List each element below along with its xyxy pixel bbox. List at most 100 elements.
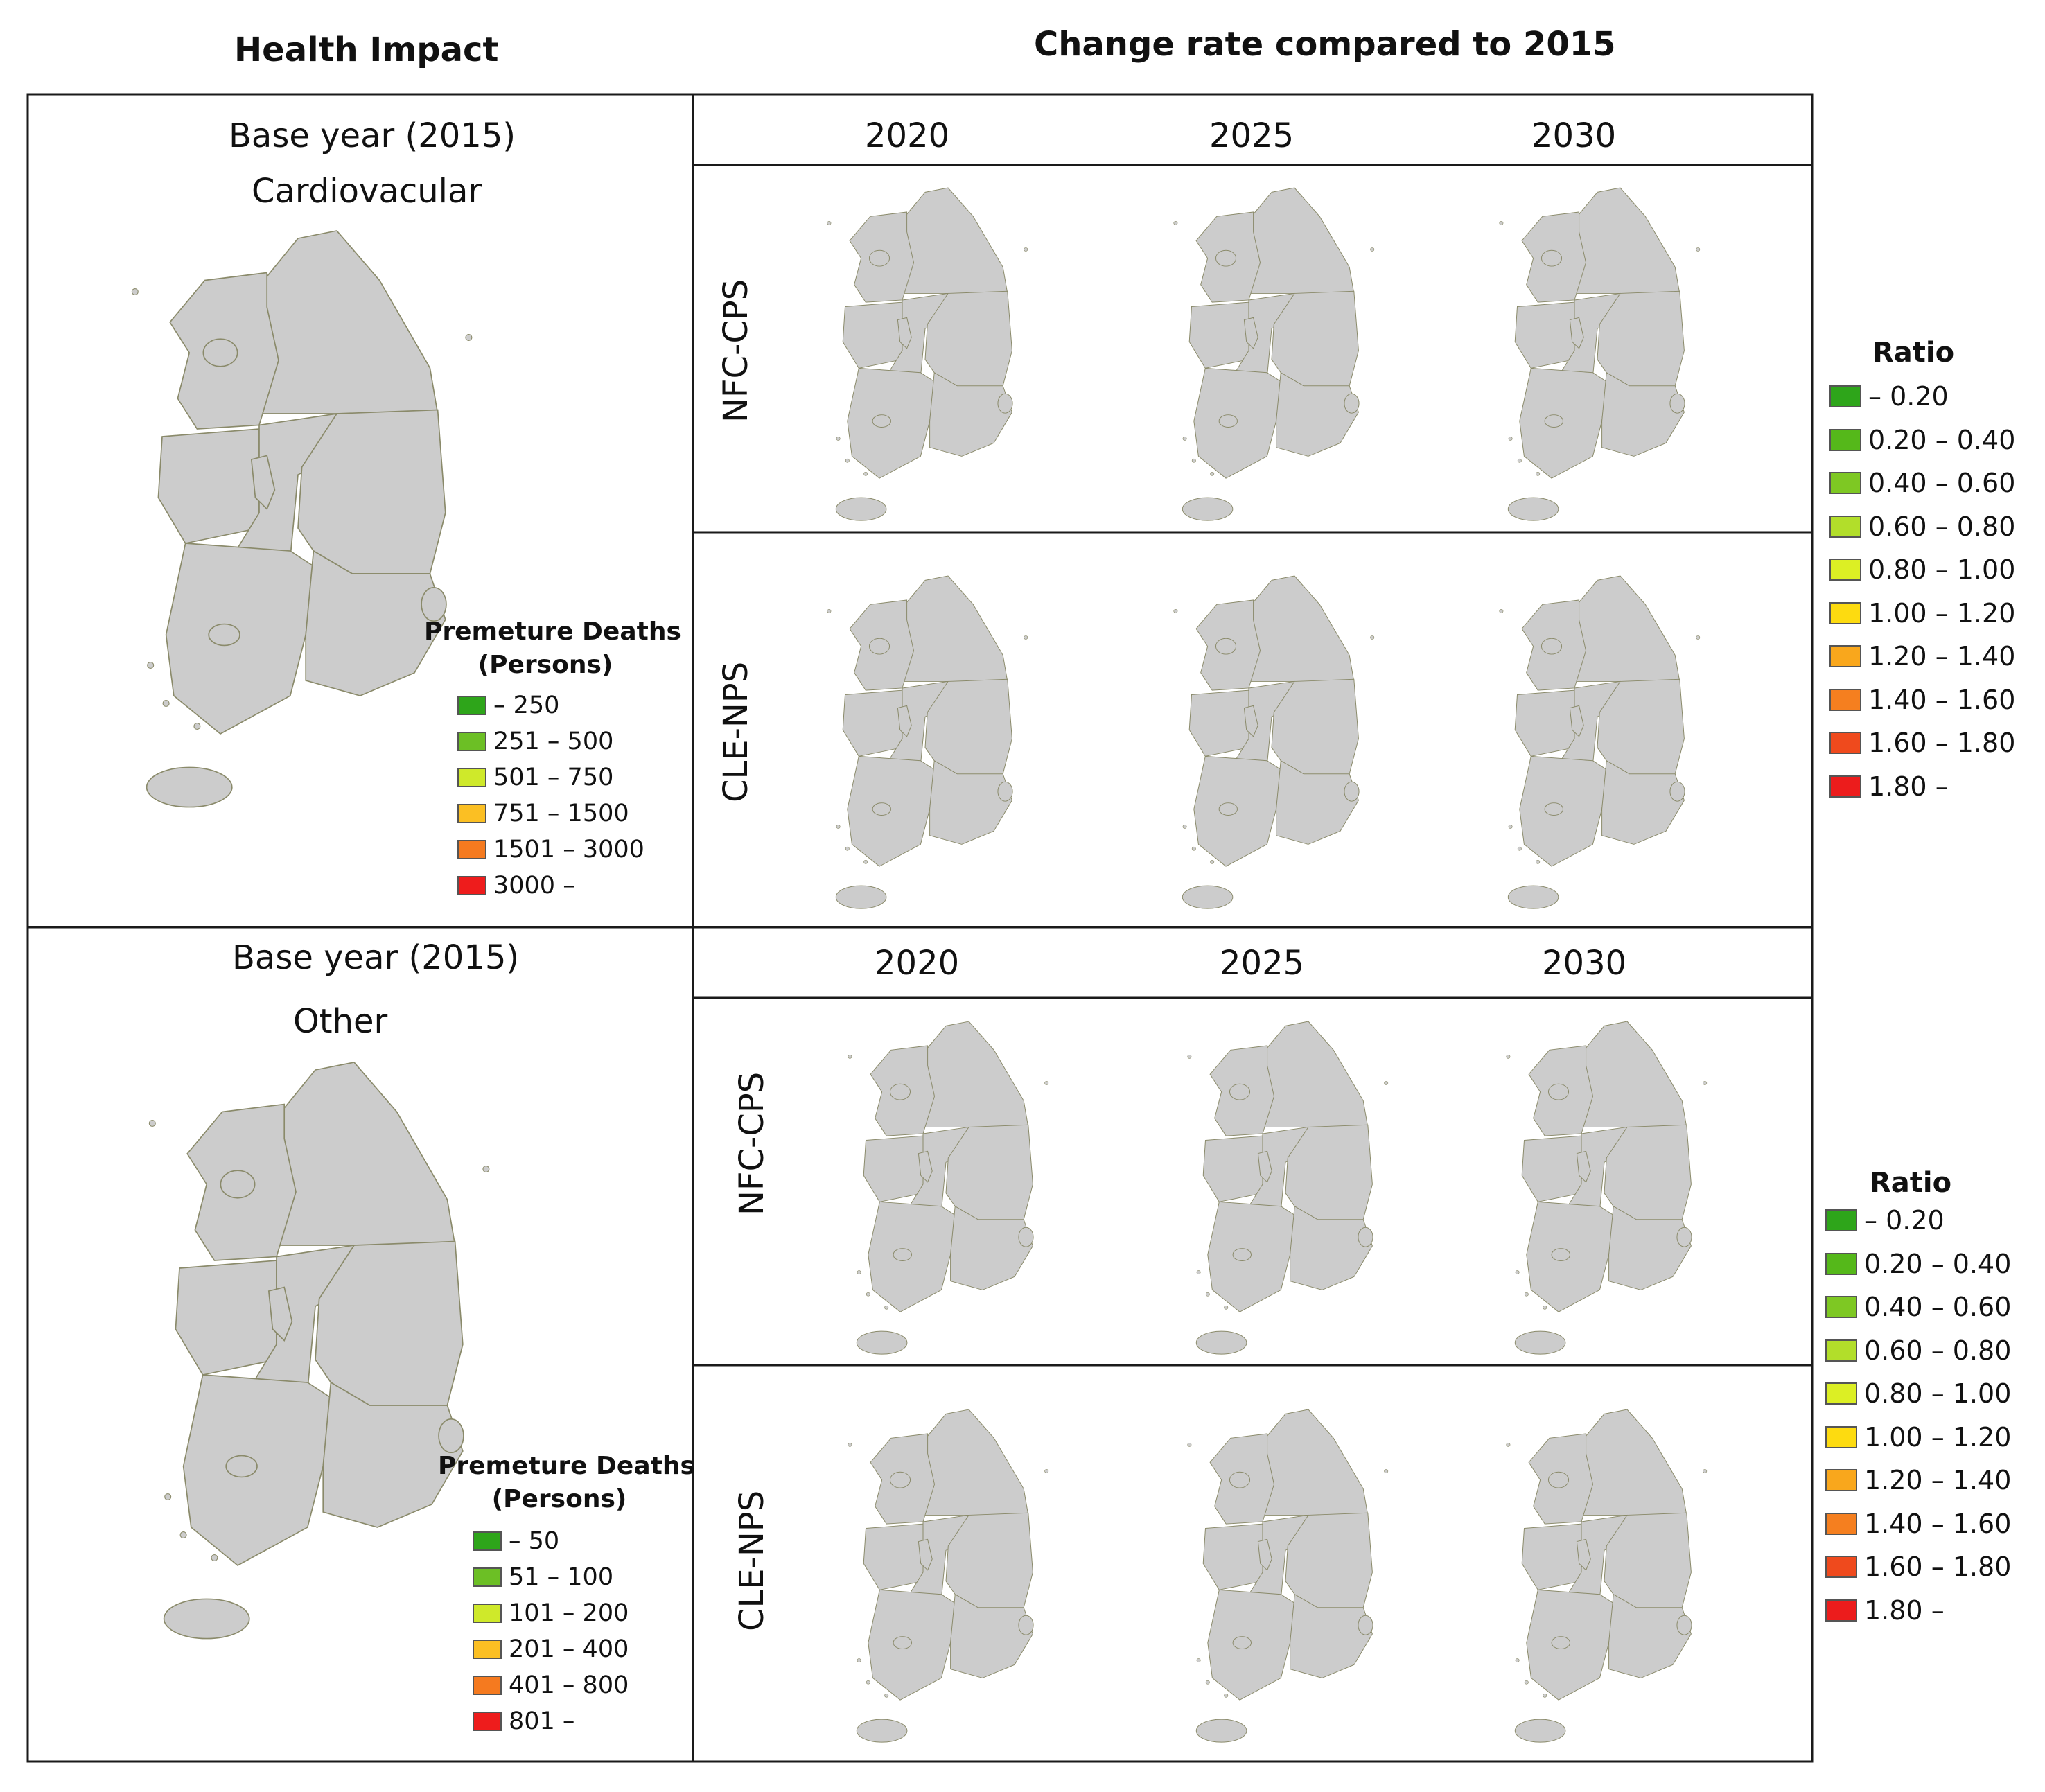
region-ulsan [1676, 1615, 1692, 1635]
top-legend: – 250 251 – 500 501 – 750 751 – 1500 1501 – … [457, 687, 644, 904]
region-city [1576, 1150, 1591, 1183]
small-island [1196, 1658, 1201, 1662]
ratio-legend-bottom-item: 1.40 – 1.60 [1825, 1502, 2011, 1546]
ratio-legend-top-item: 0.20 – 0.40 [1829, 419, 2015, 462]
legend-swatch [1825, 1382, 1857, 1405]
small-island [827, 608, 832, 613]
legend-label: 251 – 500 [493, 728, 614, 755]
top-legend-title-line1: Premeture Deaths [424, 617, 681, 646]
region-ulsan [1669, 393, 1685, 414]
small-island [465, 334, 473, 341]
top-legend-item: 1501 – 3000 [457, 832, 644, 868]
region-city [1257, 1538, 1272, 1571]
region-west [863, 1523, 924, 1590]
legend-swatch [473, 1531, 502, 1551]
small-island [1506, 1442, 1511, 1447]
region-jeju [1195, 1719, 1247, 1743]
small-island [211, 1554, 218, 1561]
legend-label: – 250 [493, 692, 560, 719]
legend-label: 1.00 – 1.20 [1868, 597, 2016, 629]
region-sw [1519, 367, 1607, 479]
region-se [1290, 1205, 1373, 1290]
small-island [836, 825, 841, 829]
region-ulsan [1358, 1615, 1373, 1635]
ratio-legend-bottom-item: 1.20 – 1.40 [1825, 1459, 2011, 1502]
region-se [1608, 1593, 1692, 1678]
legend-label: 51 – 100 [509, 1563, 614, 1591]
region-north [1243, 187, 1355, 294]
region-sw [1207, 1589, 1295, 1701]
region-sw [1193, 367, 1281, 479]
region-ulsan [1358, 1227, 1373, 1247]
legend-label: 501 – 750 [493, 764, 614, 791]
korea-map-svg [1173, 187, 1375, 521]
legend-label: 0.40 – 0.60 [1864, 1292, 2012, 1323]
legend-swatch [473, 1567, 502, 1587]
legend-swatch [1825, 1512, 1857, 1535]
region-jeju [1507, 497, 1559, 521]
bottom-year-2030: 2030 [1542, 944, 1627, 983]
region-gwangju [872, 802, 891, 816]
region-jeju [835, 497, 887, 521]
small-island [1508, 437, 1513, 441]
region-north [1569, 575, 1680, 682]
korea-map-svg [1499, 575, 1701, 909]
small-island [827, 220, 832, 225]
top-legend-item: – 250 [457, 687, 644, 723]
map-bottom-nfc-2030 [1490, 1008, 1719, 1360]
region-gwangju [893, 1248, 912, 1261]
ratio-legend-bottom-item: 0.20 – 0.40 [1825, 1242, 2011, 1286]
bottom-row-label-cle-nps: CLE-NPS [732, 1490, 771, 1631]
region-west [1521, 1135, 1582, 1202]
region-jeju [835, 885, 887, 909]
region-west [175, 1260, 277, 1376]
small-island [1224, 1693, 1229, 1698]
small-island [863, 471, 868, 476]
legend-label: 751 – 1500 [493, 800, 629, 827]
region-se [305, 550, 446, 696]
map-top-cle-2020 [811, 563, 1039, 915]
legend-label: 1.20 – 1.40 [1868, 641, 2016, 672]
small-island [1024, 635, 1028, 640]
small-island [1524, 1292, 1529, 1297]
legend-label: 3000 – [493, 872, 575, 899]
ratio-legend-bottom-item: 0.80 – 1.00 [1825, 1372, 2011, 1416]
small-island [1173, 220, 1178, 225]
ratio-legend-top-item: 1.00 – 1.20 [1829, 592, 2015, 635]
small-island [863, 859, 868, 864]
legend-label: – 50 [509, 1527, 560, 1555]
region-city [1569, 317, 1584, 349]
small-island [1182, 437, 1187, 441]
region-sw [1193, 755, 1281, 867]
legend-swatch [473, 1712, 502, 1731]
small-island [1499, 608, 1504, 613]
bottom-row-label-nfc-cps: NFC-CPS [732, 1071, 771, 1215]
legend-label: 1.40 – 1.60 [1868, 684, 2016, 715]
region-nwcity [1541, 638, 1563, 655]
region-jeju [1182, 497, 1234, 521]
region-jeju [1514, 1719, 1566, 1743]
ratio-legend-top-title: Ratio [1872, 337, 1955, 369]
region-north [897, 187, 1008, 294]
region-ulsan [1344, 781, 1360, 802]
region-sw [1519, 755, 1607, 867]
small-island [147, 662, 155, 669]
top-year-2025: 2025 [1209, 116, 1294, 155]
small-island [848, 1054, 852, 1059]
legend-swatch [1829, 601, 1861, 624]
region-nwcity [1215, 249, 1237, 267]
region-ulsan [1669, 781, 1685, 802]
legend-label: 0.20 – 0.40 [1864, 1248, 2012, 1279]
legend-swatch [457, 876, 486, 895]
region-gwangju [1544, 802, 1563, 816]
region-nwcity [1229, 1083, 1251, 1100]
region-city [897, 705, 912, 737]
small-island [1196, 1270, 1201, 1274]
legend-label: – 0.20 [1868, 381, 1949, 412]
region-city [918, 1150, 933, 1183]
bottom-cause-title: Other [293, 1002, 388, 1041]
korea-map-svg [1506, 1021, 1708, 1355]
region-jeju [1507, 885, 1559, 909]
region-city [250, 455, 276, 510]
region-west [1521, 1523, 1582, 1590]
